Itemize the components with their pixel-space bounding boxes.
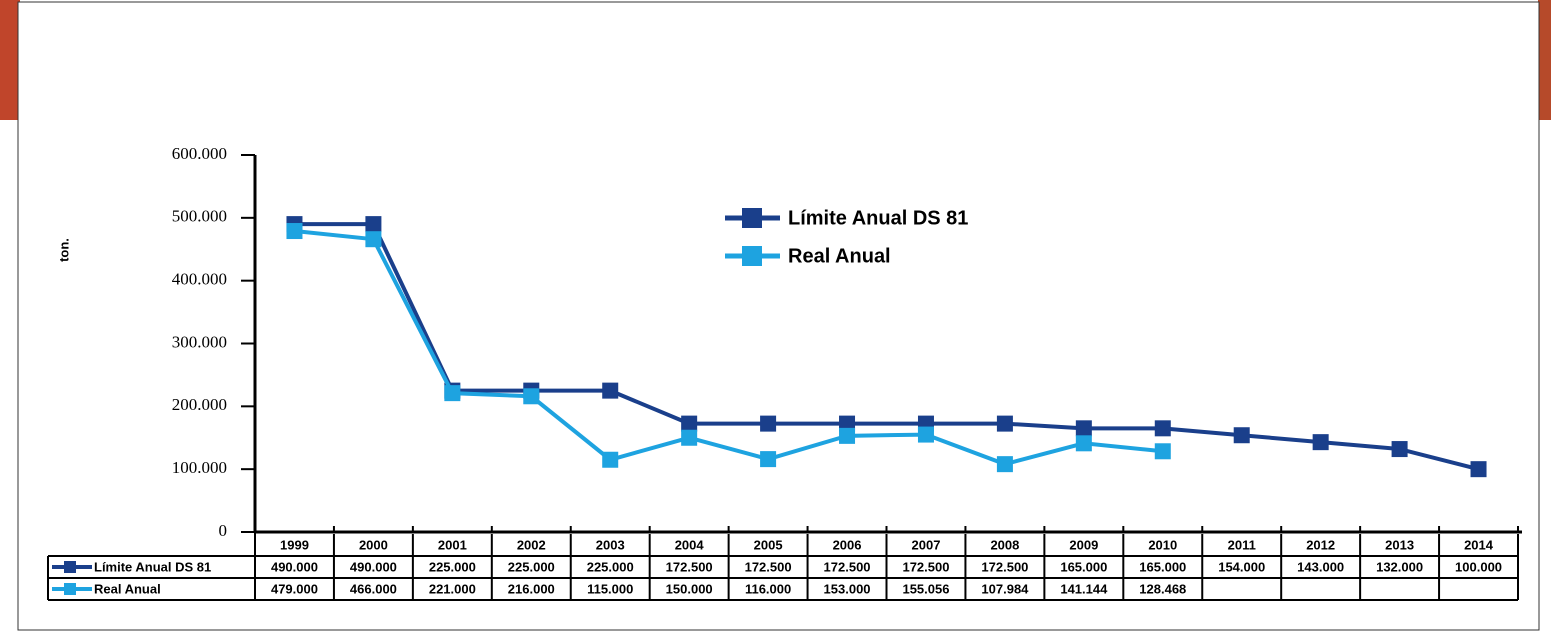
table-value: 100.000 (1455, 559, 1502, 574)
legend-label: Real Anual (788, 245, 891, 267)
table-value: 172.500 (824, 559, 871, 574)
marker (917, 426, 934, 443)
y-tick-label: 400.000 (172, 270, 227, 289)
table-value: 141.144 (1060, 581, 1108, 596)
marker (444, 385, 461, 402)
x-tick-label: 1999 (280, 537, 309, 552)
x-tick-label: 2002 (517, 537, 546, 552)
x-tick-label: 2013 (1385, 537, 1414, 552)
marker (1470, 461, 1487, 478)
marker (1075, 435, 1092, 452)
table-value: 143.000 (1297, 559, 1344, 574)
marker (523, 388, 540, 405)
table-value: 154.000 (1218, 559, 1265, 574)
table-value: 466.000 (350, 581, 397, 596)
table-legend-marker (64, 583, 76, 595)
table-value: 132.000 (1376, 559, 1423, 574)
x-tick-label: 2011 (1228, 537, 1256, 552)
table-value: 172.500 (666, 559, 713, 574)
table-value: 225.000 (587, 559, 634, 574)
table-value: 216.000 (508, 581, 555, 596)
table-value: 150.000 (666, 581, 713, 596)
legend-label: Límite Anual DS 81 (788, 207, 968, 229)
table-value: 490.000 (271, 559, 318, 574)
y-axis-label: ton. (56, 238, 71, 262)
marker (681, 429, 698, 446)
table-value: 107.984 (981, 581, 1029, 596)
table-value: 225.000 (429, 559, 476, 574)
legend-marker (742, 246, 762, 266)
x-tick-label: 2009 (1069, 537, 1098, 552)
legend-marker (742, 208, 762, 228)
table-value: 221.000 (429, 581, 476, 596)
table-legend-marker (64, 561, 76, 573)
table-row-label: Límite Anual DS 81 (94, 559, 211, 574)
marker (760, 451, 777, 468)
table-value: 172.500 (902, 559, 949, 574)
x-tick-label: 2010 (1148, 537, 1177, 552)
marker (1075, 420, 1092, 437)
x-tick-label: 2012 (1306, 537, 1335, 552)
y-tick-label: 500.000 (172, 207, 227, 226)
marker (365, 231, 382, 248)
frame (17, 1, 1540, 631)
marker (681, 415, 698, 432)
y-tick-label: 100.000 (172, 458, 227, 477)
x-tick-label: 2008 (990, 537, 1019, 552)
table-value: 165.000 (1060, 559, 1107, 574)
marker (1312, 434, 1329, 451)
marker (365, 216, 382, 233)
corner-image (1538, 0, 1551, 120)
marker (286, 223, 303, 240)
x-tick-label: 2000 (359, 537, 388, 552)
y-tick-label: 600.000 (172, 144, 227, 163)
marker (602, 382, 619, 399)
marker (839, 427, 856, 444)
marker (1154, 420, 1171, 437)
marker (996, 456, 1013, 473)
marker (839, 415, 856, 432)
table-value: 165.000 (1139, 559, 1186, 574)
table-value: 116.000 (745, 581, 791, 596)
table-value: 128.468 (1139, 581, 1186, 596)
marker (1391, 441, 1408, 458)
table-value: 479.000 (271, 581, 318, 596)
marker (996, 415, 1013, 432)
x-tick-label: 2005 (754, 537, 783, 552)
x-tick-label: 2003 (596, 537, 625, 552)
y-tick-label: 200.000 (172, 395, 227, 414)
table-value: 172.500 (981, 559, 1028, 574)
x-tick-label: 2001 (438, 537, 467, 552)
marker (1154, 443, 1171, 460)
marker (602, 451, 619, 468)
x-tick-label: 2004 (675, 537, 705, 552)
marker (1233, 427, 1250, 444)
x-tick-label: 2007 (912, 537, 941, 552)
corner-image (0, 0, 20, 120)
x-tick-label: 2014 (1464, 537, 1494, 552)
table-row-label: Real Anual (94, 581, 161, 596)
table-value: 155.056 (902, 581, 949, 596)
y-tick-label: 300.000 (172, 332, 227, 351)
x-tick-label: 2006 (833, 537, 862, 552)
table-value: 225.000 (508, 559, 555, 574)
marker (760, 415, 777, 432)
y-tick-label: 0 (219, 521, 228, 540)
series-line (294, 222, 1480, 472)
table-value: 153.000 (824, 581, 871, 596)
table-value: 490.000 (350, 559, 397, 574)
series-line (294, 229, 1163, 467)
table-value: 172.500 (745, 559, 792, 574)
table-value: 115.000 (587, 581, 633, 596)
